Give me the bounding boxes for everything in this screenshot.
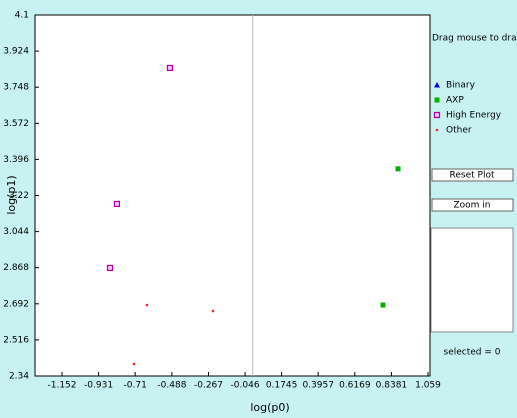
y-tick-label: 3.924 — [3, 47, 29, 57]
y-axis-label: log(p1) — [5, 175, 18, 214]
reset-button-label[interactable]: Reset Plot — [450, 171, 495, 181]
reset-button[interactable]: Reset Plot — [431, 168, 514, 182]
point — [145, 303, 149, 307]
point — [211, 309, 215, 313]
x-tick-label: 0.1745 — [266, 381, 298, 391]
x-tick-label: -0.931 — [84, 381, 113, 391]
x-tick-label: -1.152 — [47, 381, 76, 391]
point — [106, 264, 114, 272]
point — [380, 302, 386, 308]
status: selected = 0 — [444, 348, 501, 358]
x-tick-label: 1.059 — [415, 381, 441, 391]
point — [132, 362, 136, 366]
legend-marker — [433, 111, 441, 119]
selection-list[interactable] — [430, 227, 514, 333]
legend-marker — [435, 128, 439, 132]
y-tick-label: 2.34 — [9, 372, 29, 382]
y-tick-label: 2.868 — [3, 263, 29, 273]
x-tick-label: -0.046 — [231, 381, 260, 391]
x-tick-label: -0.488 — [157, 381, 186, 391]
legend-label: Other — [446, 126, 472, 136]
y-tick-label: 2.516 — [3, 335, 29, 345]
y-tick-label: 4.1 — [15, 11, 29, 21]
y-tick-label: 3.22 — [9, 191, 29, 201]
x-tick-label: -0.267 — [194, 381, 223, 391]
legend-marker — [434, 97, 440, 103]
plot-area — [34, 14, 431, 377]
x-tick-label: 0.8381 — [376, 381, 408, 391]
y-tick-label: 3.572 — [3, 119, 29, 129]
y-tick-label: 3.396 — [3, 155, 29, 165]
legend-label: AXP — [446, 96, 464, 106]
y-tick-label: 3.748 — [3, 83, 29, 93]
x-tick-label: -0.71 — [124, 381, 147, 391]
zoom-button-label[interactable]: Zoom in — [453, 201, 490, 211]
zoom-button-box[interactable] — [431, 198, 514, 212]
point — [395, 166, 401, 172]
reset-button-box[interactable] — [431, 168, 514, 182]
hint: Drag mouse to draw zoom box — [432, 34, 517, 44]
x-tick-label: 0.3957 — [302, 381, 334, 391]
zoom-button[interactable]: Zoom in — [431, 198, 514, 212]
x-axis-label: log(p0) — [250, 401, 289, 414]
y-tick-label: 2.692 — [3, 299, 29, 309]
legend-label: Binary — [446, 81, 476, 91]
legend-marker — [434, 82, 440, 88]
y-tick-label: 3.044 — [3, 227, 29, 237]
point — [113, 200, 121, 208]
legend-label: High Energy — [446, 111, 502, 121]
x-tick-label: 0.6169 — [339, 381, 371, 391]
point — [166, 64, 174, 72]
